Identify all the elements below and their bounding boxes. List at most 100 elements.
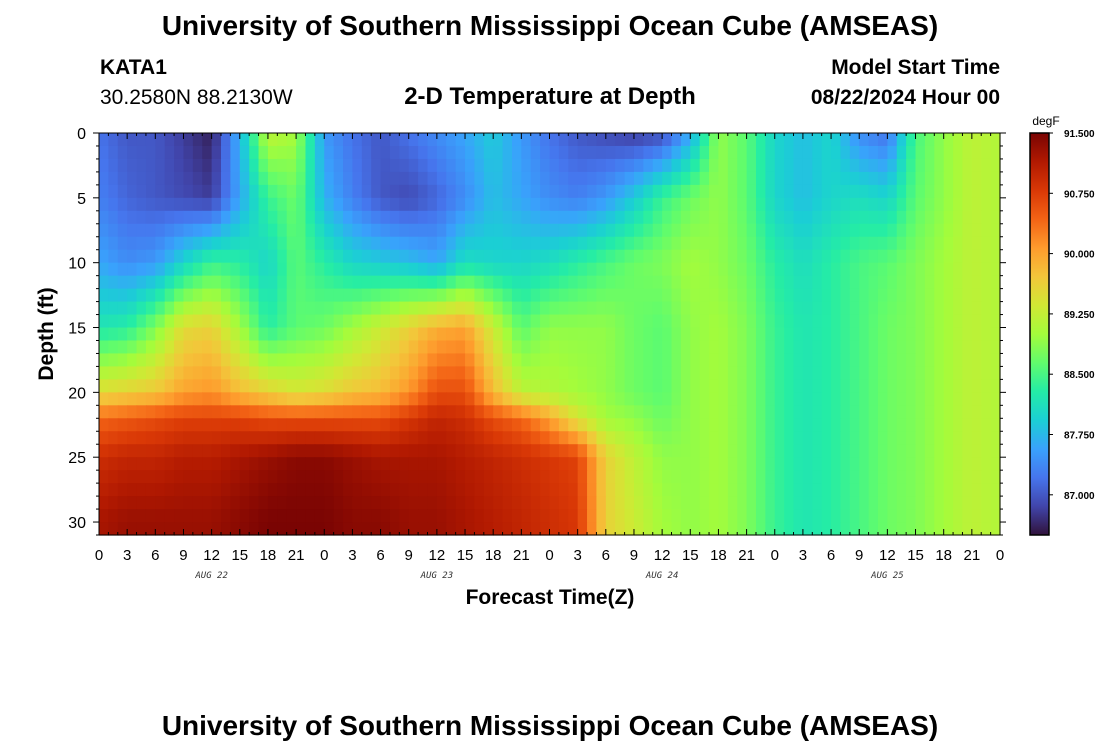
heatmap-cell xyxy=(727,275,738,290)
heatmap-cell xyxy=(793,340,804,355)
heatmap-cell xyxy=(793,236,804,251)
heatmap-cell xyxy=(108,145,119,160)
heatmap-cell xyxy=(737,340,748,355)
heatmap-cell xyxy=(643,301,654,316)
heatmap-cell xyxy=(699,353,710,368)
heatmap-cell xyxy=(924,171,935,186)
heatmap-cell xyxy=(249,249,260,264)
heatmap-cell xyxy=(296,197,307,212)
heatmap-cell xyxy=(371,366,382,380)
heatmap-cell xyxy=(718,133,729,147)
heatmap-cell xyxy=(915,301,926,316)
heatmap-cell xyxy=(239,314,250,329)
heatmap-cell xyxy=(924,340,935,355)
heatmap-cell xyxy=(943,379,954,393)
heatmap-cell xyxy=(953,353,964,368)
heatmap-cell xyxy=(399,483,410,497)
heatmap-cell xyxy=(784,392,795,406)
heatmap-cell xyxy=(296,483,307,497)
heatmap-cell xyxy=(662,405,673,419)
heatmap-cell xyxy=(953,145,964,160)
heatmap-cell xyxy=(136,314,147,329)
heatmap-cell xyxy=(239,197,250,212)
heatmap-cell xyxy=(774,158,785,173)
heatmap-cell xyxy=(690,249,701,264)
heatmap-cell xyxy=(831,509,842,523)
heatmap-cell xyxy=(887,418,898,432)
heatmap-cell xyxy=(530,340,541,355)
heatmap-cell xyxy=(615,158,626,173)
heatmap-cell xyxy=(446,288,457,303)
heatmap-cell xyxy=(558,405,569,419)
heatmap-cell xyxy=(718,314,729,329)
heatmap-cell xyxy=(418,470,429,484)
heatmap-cell xyxy=(615,275,626,290)
heatmap-cell xyxy=(136,353,147,368)
heatmap-cell xyxy=(924,444,935,458)
heatmap-cell xyxy=(755,444,766,458)
heatmap-cell xyxy=(680,496,691,510)
heatmap-cell xyxy=(709,405,720,419)
heatmap-cell xyxy=(99,301,109,316)
heatmap-cell xyxy=(249,379,260,393)
heatmap-cell xyxy=(502,262,513,277)
heatmap-cell xyxy=(155,314,166,329)
heatmap-cell xyxy=(887,379,898,393)
heatmap-cell xyxy=(164,496,175,510)
heatmap-cell xyxy=(662,470,673,484)
heatmap-cell xyxy=(915,405,926,419)
heatmap-cell xyxy=(314,483,325,497)
heatmap-cell xyxy=(483,314,494,329)
heatmap-cell xyxy=(840,457,851,471)
heatmap-cell xyxy=(145,327,156,342)
heatmap-cell xyxy=(333,145,344,160)
heatmap-cell xyxy=(502,340,513,355)
heatmap-cell xyxy=(755,301,766,316)
heatmap-cell xyxy=(765,340,776,355)
heatmap-cell xyxy=(558,223,569,238)
heatmap-cell xyxy=(718,483,729,497)
heatmap-cell xyxy=(465,340,476,355)
heatmap-cell xyxy=(821,236,832,251)
heatmap-cell xyxy=(192,405,203,419)
heatmap-cell xyxy=(202,223,213,238)
heatmap-cell xyxy=(568,418,579,432)
heatmap-cell xyxy=(924,418,935,432)
heatmap-cell xyxy=(727,197,738,212)
heatmap-cell xyxy=(155,210,166,225)
heatmap-cell xyxy=(680,210,691,225)
heatmap-cell xyxy=(709,457,720,471)
heatmap-cell xyxy=(953,366,964,380)
heatmap-cell xyxy=(145,133,156,147)
heatmap-cell xyxy=(108,210,119,225)
heatmap-cell xyxy=(286,444,297,458)
heatmap-cell xyxy=(408,405,419,419)
heatmap-cell xyxy=(174,483,185,497)
heatmap-cell xyxy=(812,483,823,497)
heatmap-cell xyxy=(709,236,720,251)
heatmap-cell xyxy=(549,184,560,199)
heatmap-cell xyxy=(361,145,372,160)
heatmap-cell xyxy=(934,522,945,536)
heatmap-cell xyxy=(558,379,569,393)
heatmap-cell xyxy=(643,197,654,212)
heatmap-cell xyxy=(934,431,945,445)
heatmap-cell xyxy=(230,405,241,419)
heatmap-cell xyxy=(812,470,823,484)
heatmap-cell xyxy=(136,145,147,160)
heatmap-cell xyxy=(709,145,720,160)
heatmap-cell xyxy=(709,444,720,458)
heatmap-cell xyxy=(877,262,888,277)
heatmap-cell xyxy=(896,509,907,523)
heatmap-cell xyxy=(296,379,307,393)
heatmap-cell xyxy=(587,171,598,186)
heatmap-cell xyxy=(277,405,288,419)
heatmap-cell xyxy=(953,262,964,277)
heatmap-cell xyxy=(502,405,513,419)
heatmap-cell xyxy=(155,405,166,419)
heatmap-cell xyxy=(258,314,269,329)
heatmap-cell xyxy=(230,522,241,536)
heatmap-cell xyxy=(502,327,513,342)
heatmap-cell xyxy=(296,145,307,160)
heatmap-cell xyxy=(840,314,851,329)
